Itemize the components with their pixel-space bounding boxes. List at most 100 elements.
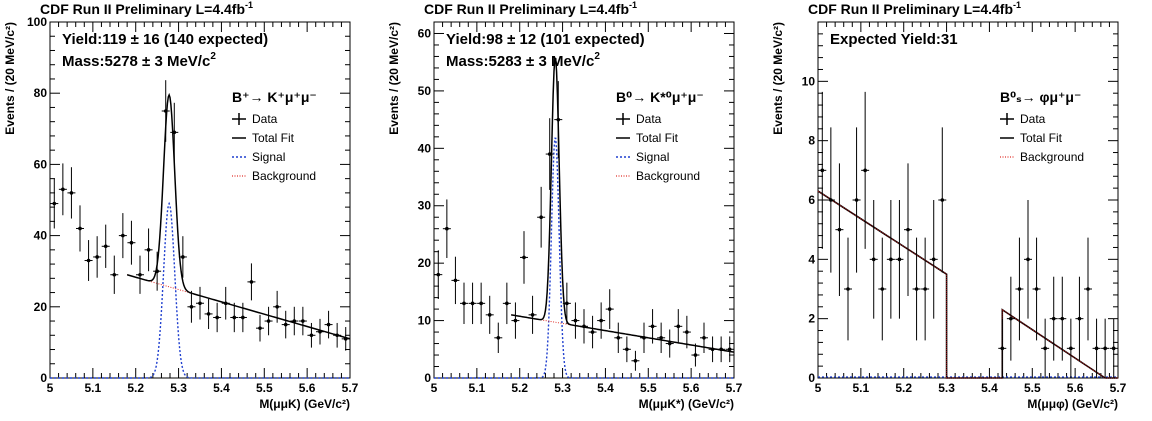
data-point [129, 240, 134, 245]
data-point [727, 347, 732, 352]
legend-label-data: Data [252, 112, 278, 126]
data-point [462, 301, 466, 306]
data-point [95, 255, 99, 259]
data-point [445, 226, 449, 231]
data-point [820, 168, 825, 173]
data-point [513, 318, 518, 323]
x-tick-label: 5.6 [683, 381, 700, 395]
x-tick-label: 5.1 [853, 381, 870, 395]
data-point [846, 287, 850, 291]
data-point [206, 312, 211, 316]
data-point [275, 305, 279, 309]
data-point [189, 305, 194, 309]
x-tick-label: 5.3 [938, 381, 955, 395]
data-point [1111, 346, 1116, 351]
data-point [172, 130, 177, 135]
x-tick-label: 5.1 [469, 381, 486, 395]
x-axis-label: M(μμK*) (GeV/c²) [639, 397, 734, 411]
legend-label-signal: Signal [252, 150, 285, 164]
x-tick-label: 5.1 [85, 381, 102, 395]
data-point [292, 319, 297, 323]
data-point [599, 318, 603, 323]
yield-text: Expected Yield:31 [830, 31, 958, 48]
data-point [1060, 316, 1065, 321]
y-tick-label: 4 [808, 252, 815, 266]
x-tick-label: 5.5 [640, 381, 657, 395]
data-point [249, 280, 254, 284]
data-point [163, 109, 168, 113]
chart-bs: CDF Run II Preliminary L=4.4fb-1 5 5.1 5.2 5… [771, 0, 1127, 411]
data-point [86, 258, 91, 263]
data-point [266, 319, 271, 323]
data-point [326, 322, 331, 327]
panel-b-zero: CDF Run II Preliminary L=4.4fb-1 5 5.1 5.2 5… [384, 0, 768, 421]
data-point [702, 336, 706, 340]
data-point [923, 287, 927, 291]
total-fit-curve [817, 190, 1118, 379]
data-point [633, 358, 638, 363]
total-fit-curve [511, 57, 735, 353]
x-tick-label: 5.2 [511, 381, 528, 395]
data-point [607, 307, 612, 311]
data-point [1043, 346, 1047, 351]
y-tick-label: 30 [418, 199, 432, 213]
data-point [301, 319, 305, 323]
data-point [880, 287, 885, 291]
data-point [667, 341, 672, 346]
data-point [582, 324, 586, 329]
chart-b-plus: CDF Run II Preliminary L=4.4fb-1 5 5.1 5.2 5… [3, 0, 359, 411]
x-tick-label: 5.7 [342, 381, 359, 395]
x-tick-label: 5.3 [554, 381, 571, 395]
data-point [530, 313, 535, 317]
data-point [1051, 316, 1056, 321]
data-point [556, 117, 561, 122]
data-point [198, 301, 202, 306]
y-tick-label: 60 [34, 157, 48, 171]
x-tick-label: 5.4 [597, 381, 614, 395]
data-point [223, 301, 228, 306]
data-point [155, 269, 159, 274]
total-fit-curve [126, 92, 351, 340]
data-point [837, 227, 842, 232]
chart-b-zero: CDF Run II Preliminary L=4.4fb-1 5 5.1 5.2 5… [387, 0, 743, 411]
y-tick-label: 0 [424, 371, 431, 385]
signal-curve [434, 137, 734, 379]
mass-text: Mass:5283 ± 3 MeV/c2 [446, 51, 600, 70]
data-point [343, 337, 348, 341]
data-point [479, 301, 483, 306]
data-point [625, 347, 629, 352]
y-tick-label: 8 [808, 134, 815, 148]
data-point [121, 233, 125, 238]
data-point [522, 255, 526, 260]
x-tick-label: 5.7 [1110, 381, 1127, 395]
x-tick-label: 5.5 [1024, 381, 1041, 395]
data-point [940, 198, 945, 202]
data-point [103, 244, 108, 249]
x-tick-label: 5.4 [213, 381, 230, 395]
legend-label-background: Background [1020, 150, 1084, 164]
data-point [335, 333, 339, 338]
data-point [1094, 346, 1099, 351]
data-point [453, 278, 458, 283]
x-tick-label: 5.6 [299, 381, 316, 395]
data-point [138, 272, 142, 277]
data-point [487, 313, 492, 317]
legend-label-background: Background [252, 169, 316, 183]
data-point [565, 301, 569, 306]
data-point [232, 315, 237, 320]
data-point [1103, 346, 1107, 351]
data-point [1069, 346, 1073, 351]
y-tick-label: 20 [418, 256, 432, 270]
data-point [863, 168, 867, 173]
y-tick-label: 40 [34, 229, 48, 243]
y-tick-label: 10 [418, 314, 432, 328]
mass-text: Mass:5278 ± 3 MeV/c2 [62, 51, 216, 70]
x-tick-label: 5 [431, 381, 438, 395]
data-point [710, 347, 715, 352]
data-point [573, 318, 578, 323]
y-tick-label: 0 [808, 371, 815, 385]
yield-text: Yield:119 ± 16 (140 expected) [62, 31, 268, 48]
background-curve [817, 190, 1118, 379]
y-axis-label: Events / (20 MeV/c²) [3, 22, 17, 135]
x-tick-label: 5 [815, 381, 822, 395]
